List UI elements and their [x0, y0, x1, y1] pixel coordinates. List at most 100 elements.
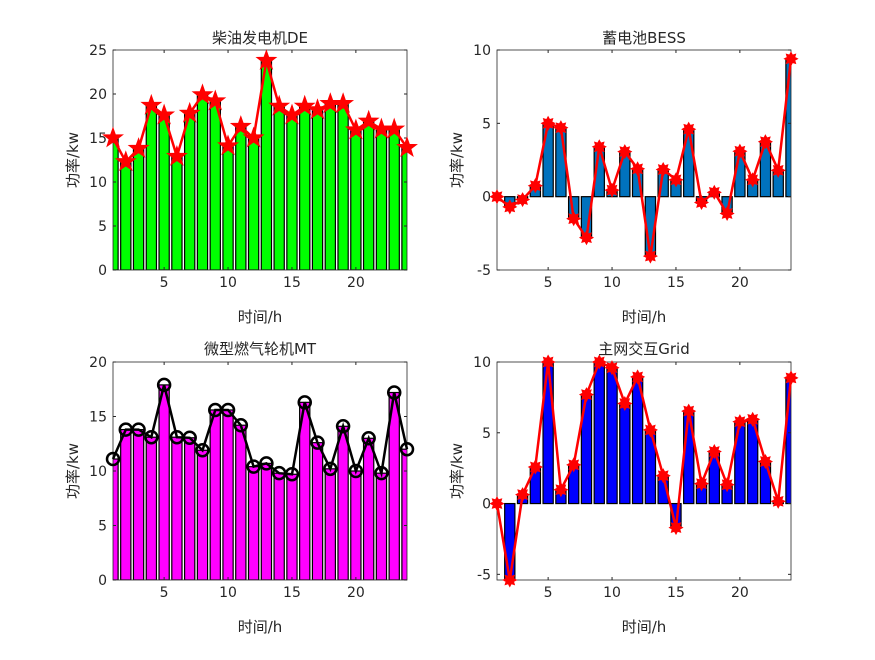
asterisk-marker — [540, 354, 556, 370]
bar — [132, 428, 145, 580]
asterisk-marker — [783, 51, 799, 67]
asterisk-marker — [540, 115, 556, 131]
bar — [593, 362, 605, 505]
asterisk-marker — [719, 205, 735, 222]
y-tick-label: 0 — [482, 497, 491, 513]
circle-marker — [233, 417, 249, 433]
asterisk-marker — [617, 395, 633, 412]
bar — [785, 377, 791, 505]
asterisk-marker — [745, 411, 761, 427]
axes-box — [496, 361, 792, 581]
bar — [120, 161, 132, 270]
bar — [401, 448, 407, 580]
asterisk-marker — [655, 161, 671, 178]
bar — [299, 105, 311, 270]
asterisk-marker — [770, 162, 786, 178]
bar — [247, 466, 260, 580]
star-marker — [293, 94, 316, 116]
bar — [113, 137, 119, 270]
asterisk-marker — [770, 493, 786, 509]
y-axis-label: 功率/kw — [448, 443, 466, 499]
axes-box — [112, 49, 408, 271]
bar — [209, 100, 221, 270]
chart-title: 蓄电池BESS — [602, 29, 686, 47]
bar-series — [113, 59, 407, 270]
asterisk-marker — [553, 120, 569, 136]
asterisk-marker — [566, 457, 582, 473]
plot-area — [497, 362, 791, 580]
star-marker — [268, 94, 291, 116]
bar — [337, 425, 349, 580]
y-tick-label: 5 — [482, 426, 491, 442]
bar — [504, 502, 516, 580]
x-tick-label: 10 — [603, 585, 621, 601]
bar — [113, 458, 119, 580]
star-marker — [102, 126, 124, 148]
asterisk-marker — [527, 459, 543, 475]
asterisk-marker — [681, 121, 697, 137]
subplot-mt: 微型燃气轮机MT 时间/h 功率/kw 5 10 15 20 0 5 10 15 20 — [64, 340, 415, 636]
bar-series — [113, 384, 407, 580]
star-marker — [217, 134, 240, 156]
bar — [260, 462, 273, 580]
star-marker — [114, 150, 137, 172]
star-marker — [127, 137, 150, 158]
bar — [362, 437, 375, 580]
star-marker — [357, 109, 380, 131]
plot-area — [113, 50, 407, 270]
bar — [209, 409, 221, 580]
bar — [362, 120, 375, 270]
bar — [235, 424, 247, 580]
bar — [183, 437, 196, 580]
bar — [145, 436, 158, 580]
y-tick-label: -5 — [477, 567, 491, 583]
bar — [222, 145, 234, 270]
x-tick-label: 5 — [544, 275, 553, 291]
chart-title: 主网交互Grid — [598, 340, 689, 358]
asterisk-marker — [642, 422, 658, 438]
asterisk-marker — [719, 477, 735, 493]
subplot-de: 柴油发电机DE 时间/h 功率/kw 5 10 15 20 0 5 10 15 20 25 — [64, 29, 418, 326]
y-tick-label: 25 — [89, 43, 107, 59]
circle-marker — [399, 441, 415, 457]
x-tick-label: 20 — [347, 275, 365, 291]
asterisk-marker — [489, 189, 505, 205]
asterisk-marker — [502, 572, 518, 588]
star-marker — [229, 115, 252, 136]
bar — [158, 114, 170, 270]
bar — [260, 59, 273, 270]
asterisk-marker — [630, 369, 646, 385]
bar — [273, 105, 285, 270]
y-tick-label: 0 — [98, 263, 107, 279]
y-tick-label: 20 — [89, 355, 107, 371]
y-tick-label: 15 — [89, 131, 107, 147]
bar — [132, 147, 145, 270]
x-tick-label: 5 — [544, 585, 553, 601]
star-marker — [178, 101, 201, 123]
asterisk-marker — [527, 178, 543, 194]
x-tick-label: 10 — [603, 275, 621, 291]
asterisk-marker — [489, 496, 505, 512]
y-tick-label: 15 — [89, 410, 107, 426]
y-tick-label: 5 — [482, 116, 491, 132]
circle-marker — [374, 465, 389, 481]
bar — [350, 470, 362, 580]
x-axis-label: 时间/h — [622, 618, 667, 636]
asterisk-marker — [515, 192, 531, 208]
circle-marker — [220, 402, 236, 418]
bar — [145, 104, 158, 270]
asterisk-marker — [706, 184, 722, 200]
bar — [542, 122, 554, 198]
axes-box — [496, 49, 792, 271]
asterisk-marker — [642, 248, 658, 264]
star-marker — [165, 144, 188, 166]
x-axis-label: 时间/h — [238, 618, 283, 636]
bar — [337, 103, 349, 270]
bar — [375, 472, 388, 580]
bar — [619, 402, 631, 505]
x-tick-label: 20 — [731, 585, 749, 601]
y-tick-label: 0 — [98, 573, 107, 589]
asterisk-marker — [591, 354, 607, 370]
bar — [171, 155, 183, 270]
